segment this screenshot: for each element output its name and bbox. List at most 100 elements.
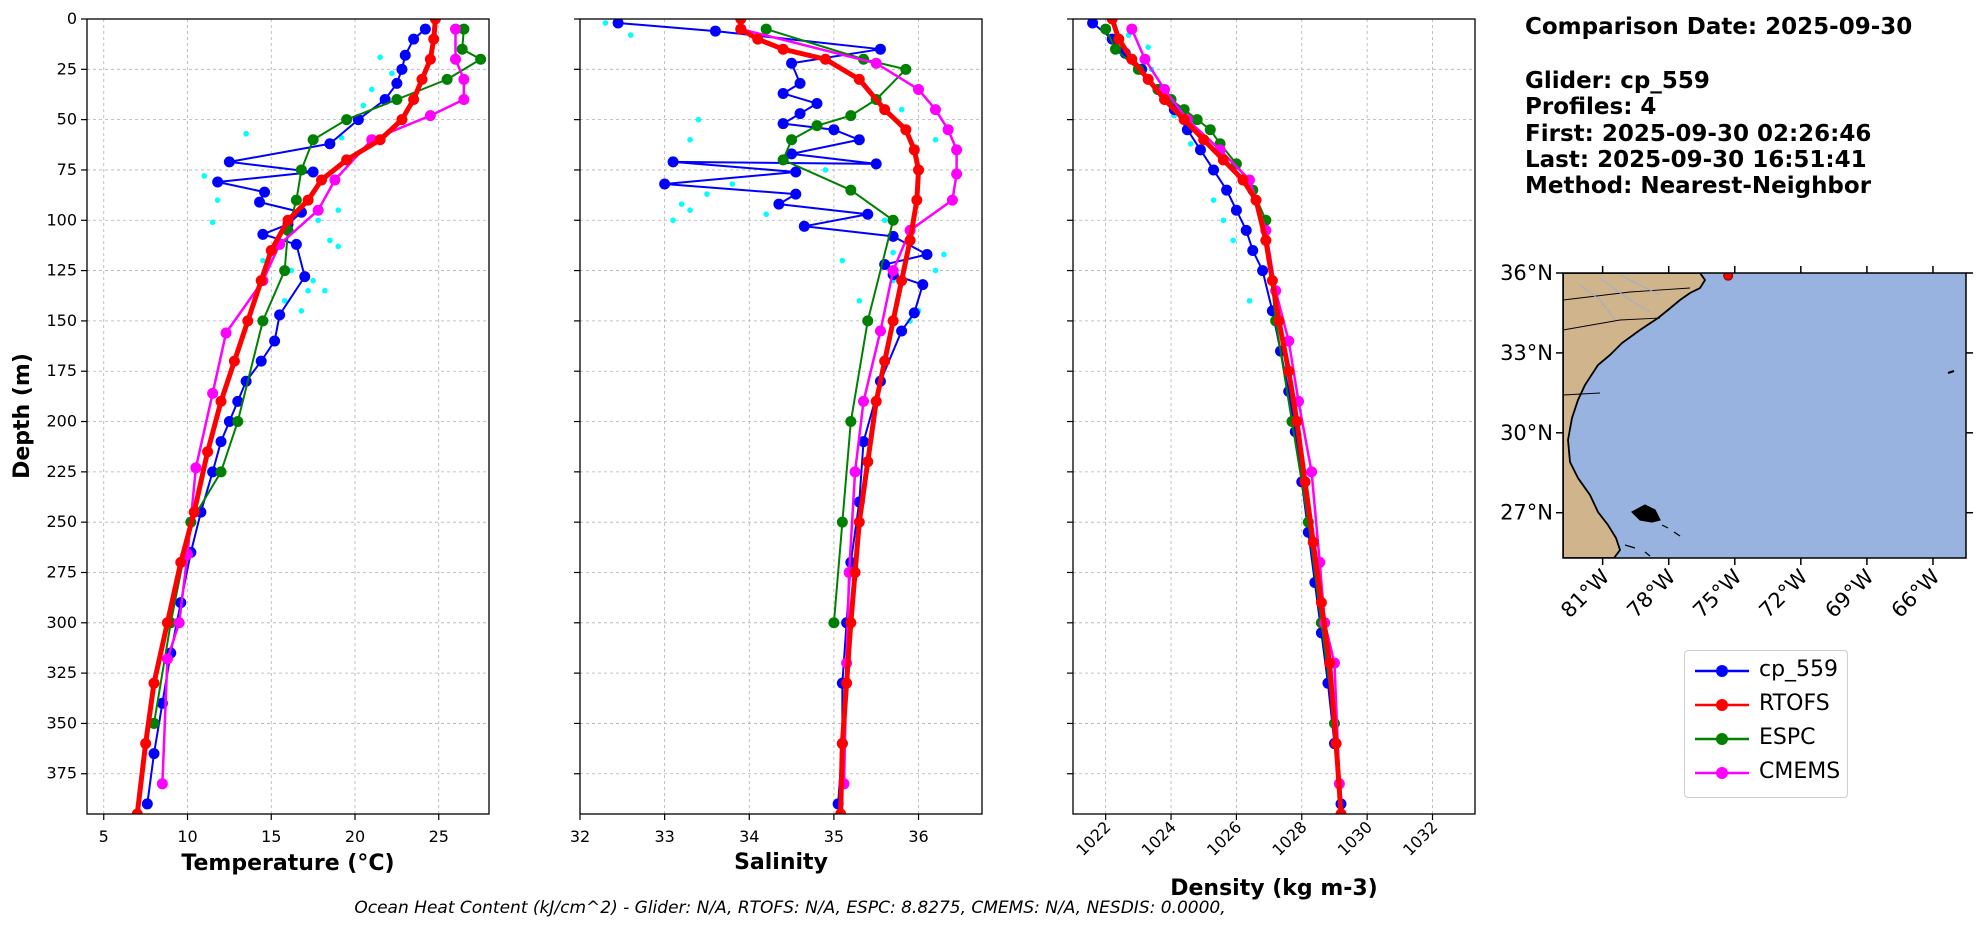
data-point <box>856 297 863 304</box>
data-point <box>1087 19 1099 29</box>
data-point <box>695 116 702 123</box>
data-point <box>259 186 271 198</box>
x-tick-label: 36 <box>908 827 928 846</box>
x-tick-label: 1026 <box>1203 817 1245 859</box>
data-point <box>822 167 829 173</box>
data-point <box>870 57 882 69</box>
data-point <box>1230 158 1242 170</box>
data-point <box>475 53 487 65</box>
salinity-ticks: 32 33 34 35 36 <box>570 18 929 846</box>
series-rtofs <box>1106 19 1347 814</box>
data-point <box>870 395 882 407</box>
data-point <box>299 271 311 283</box>
data-point <box>1221 184 1233 196</box>
density-axes-frame <box>1072 18 1476 815</box>
data-point <box>441 73 453 85</box>
data-point <box>202 446 214 458</box>
data-point <box>794 108 806 120</box>
data-point <box>1194 144 1206 156</box>
data-point <box>408 94 420 106</box>
data-point <box>307 134 319 146</box>
data-point <box>704 191 710 197</box>
data-point <box>220 327 232 339</box>
y-tick-label: 250 <box>46 512 77 531</box>
data-point <box>1145 44 1151 50</box>
series-line <box>1130 28 1341 784</box>
data-point <box>1273 315 1285 327</box>
data-point <box>1210 197 1217 203</box>
data-point <box>305 287 311 294</box>
density-grid <box>1073 18 1475 814</box>
legend-label: CMEMS <box>1759 759 1841 784</box>
data-point <box>735 19 747 25</box>
data-point <box>845 110 857 122</box>
temperature-ticks: 5 10 15 20 250255075100125150175200225250275… <box>46 9 448 846</box>
data-point <box>148 677 160 689</box>
data-point <box>763 211 769 218</box>
data-point <box>428 33 440 45</box>
data-point <box>399 49 411 61</box>
temperature-xlabel: Temperature (°C) <box>181 851 394 876</box>
data-point <box>1208 164 1220 176</box>
data-point <box>1250 194 1262 206</box>
data-point <box>188 506 200 518</box>
legend-label: RTOFS <box>1759 691 1830 716</box>
data-point <box>862 456 874 468</box>
data-point <box>602 20 609 26</box>
legend-label: cp_559 <box>1759 657 1839 682</box>
data-point <box>265 244 277 256</box>
x-tick-label: 1032 <box>1399 817 1441 859</box>
data-point <box>281 297 288 304</box>
glider-position-marker <box>1723 273 1734 281</box>
x-tick-label: 34 <box>739 827 759 846</box>
data-point <box>752 33 764 45</box>
data-point <box>377 54 383 61</box>
data-point <box>932 267 939 274</box>
data-point <box>1307 536 1319 548</box>
x-tick-label: 10 <box>177 827 197 846</box>
comparison-date: Comparison Date: 2025-09-30 <box>1525 14 1913 40</box>
data-point <box>1100 23 1112 35</box>
data-point <box>1260 234 1272 246</box>
data-point <box>951 144 963 156</box>
map-y-tick-label: 36°N <box>1500 261 1553 285</box>
y-tick-label: 150 <box>46 311 77 330</box>
data-point <box>1315 597 1327 609</box>
data-point <box>627 32 634 38</box>
data-point <box>1246 297 1253 304</box>
glider-name: Glider: cp_559 <box>1525 68 1710 94</box>
y-tick-label: 50 <box>57 110 77 129</box>
data-point <box>1335 808 1347 814</box>
data-point <box>845 617 857 629</box>
data-point <box>341 154 353 166</box>
data-point <box>408 33 420 45</box>
density-xlabel: Density (kg m-3) <box>1170 876 1378 901</box>
data-point <box>190 462 202 474</box>
data-point <box>215 395 227 407</box>
data-point <box>908 307 920 319</box>
y-tick-label: 275 <box>46 562 77 581</box>
y-tick-label: 200 <box>46 412 77 431</box>
data-point <box>1283 365 1295 377</box>
depth-ylabel: Depth (m) <box>10 353 35 479</box>
data-point <box>324 138 336 150</box>
series-line <box>146 28 427 805</box>
y-tick-label: 300 <box>46 613 77 632</box>
data-point <box>849 566 861 578</box>
data-point <box>312 204 324 216</box>
legend-item-cmems: CMEMS <box>1693 757 1843 787</box>
data-point <box>374 134 386 146</box>
data-point <box>307 166 319 178</box>
data-point <box>335 243 342 250</box>
salinity-plot-area <box>602 19 963 814</box>
y-tick-label: 175 <box>46 361 77 380</box>
data-point <box>900 124 912 136</box>
y-tick-label: 325 <box>46 663 77 682</box>
data-point <box>156 778 168 790</box>
data-point <box>946 194 958 206</box>
legend-item-cp559: cp_559 <box>1693 655 1843 685</box>
data-point <box>941 251 947 258</box>
series-cmems <box>156 23 470 790</box>
map-x-tick-label: 78°W <box>1622 564 1680 622</box>
data-point <box>904 234 916 246</box>
